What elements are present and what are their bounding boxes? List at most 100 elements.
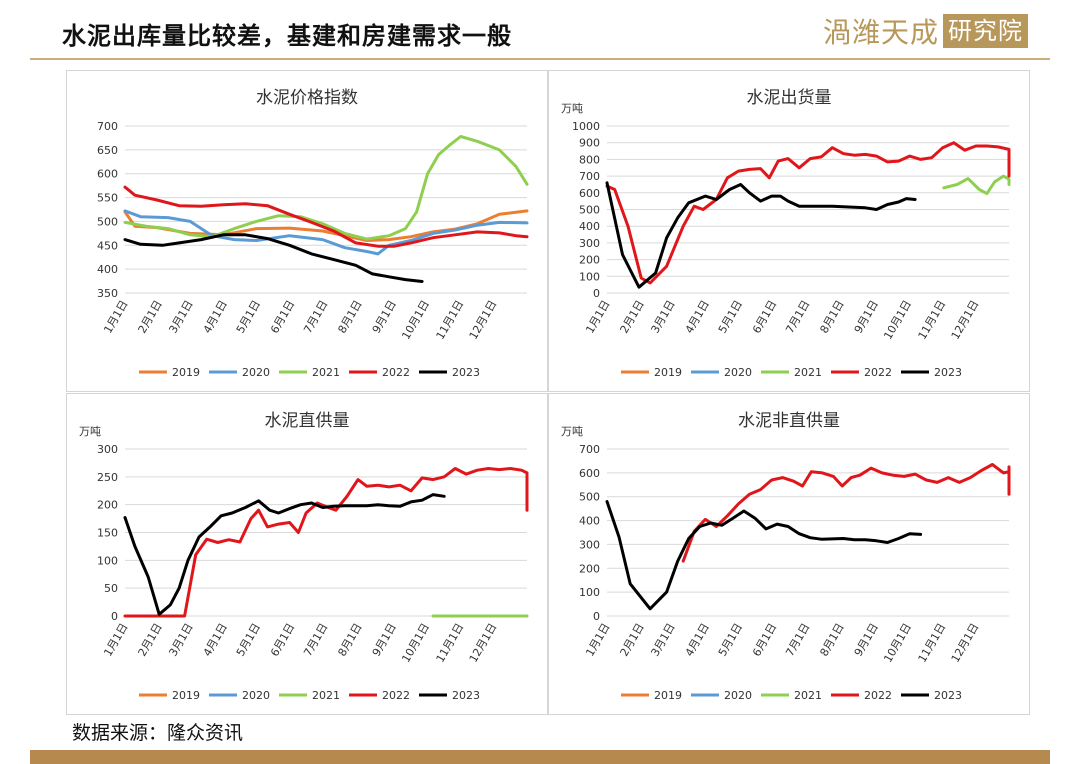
y-tick-label: 500	[579, 491, 600, 504]
x-tick-label: 12月1日	[467, 298, 500, 342]
chart-price-index: 水泥价格指数 350 400 450 500 550 600 650 700 1月1日 2月1日 3月…	[97, 88, 529, 379]
footer-bar	[30, 750, 1050, 764]
y-tick-label: 200	[579, 562, 600, 575]
y-tick-label: 350	[97, 287, 118, 300]
y-axis-unit: 万吨	[561, 102, 583, 115]
x-tick-label: 2月1日	[136, 298, 165, 336]
y-tick-label: 450	[97, 239, 118, 252]
y-tick-label: 500	[97, 215, 118, 228]
y-tick-label: 400	[97, 263, 118, 276]
x-tick-label: 5月1日	[234, 298, 263, 336]
x-tick-label: 1月1日	[101, 621, 130, 659]
x-tick-label: 1月1日	[583, 298, 612, 336]
x-tick-label: 7月1日	[301, 298, 330, 336]
x-tick-label: 10月1日	[399, 621, 432, 665]
chart-panel-indirect-supply: 水泥非直供量 万吨 0 100 200 300 400 500 600 700 1月1日 2月1日 3月…	[548, 393, 1030, 715]
logo-text: 渦潍天成	[822, 16, 939, 49]
series-line-2022	[605, 141, 1011, 285]
x-tick-label: 9月1日	[852, 621, 881, 659]
y-tick-label: 800	[579, 153, 600, 166]
legend-label-2023: 2023	[452, 689, 480, 702]
legend-label-2019: 2019	[172, 366, 200, 379]
chart-title: 水泥非直供量	[738, 411, 840, 431]
x-tick-label: 11月1日	[916, 621, 949, 665]
x-tick-label: 11月1日	[916, 298, 949, 342]
chart-title: 水泥价格指数	[256, 88, 358, 108]
y-tick-label: 50	[104, 582, 118, 595]
series-line-2023	[605, 500, 923, 611]
logo-box: 研究院	[943, 14, 1028, 48]
x-tick-label: 10月1日	[881, 298, 914, 342]
series-line-2023	[123, 493, 446, 616]
y-tick-label: 700	[579, 170, 600, 183]
x-tick-label: 8月1日	[817, 298, 846, 336]
series-line-2022	[681, 463, 1011, 563]
y-tick-label: 0	[111, 610, 118, 623]
y-tick-label: 300	[97, 443, 118, 456]
chart-panel-price-index: 水泥价格指数 350 400 450 500 550 600 650 700 1月1日 2月1日 3月…	[66, 70, 548, 392]
y-tick-label: 200	[97, 499, 118, 512]
x-tick-label: 12月1日	[467, 621, 500, 665]
data-source: 数据来源：隆众资讯	[72, 722, 244, 744]
chart-title: 水泥出货量	[747, 88, 832, 108]
x-tick-label: 6月1日	[268, 621, 297, 659]
y-tick-label: 100	[97, 554, 118, 567]
y-tick-label: 300	[579, 538, 600, 551]
y-tick-label: 100	[579, 270, 600, 283]
series-line-2022	[123, 185, 529, 248]
y-tick-label: 250	[97, 471, 118, 484]
legend-label-2020: 2020	[724, 689, 752, 702]
legend-label-2022: 2022	[382, 689, 410, 702]
y-axis-unit: 万吨	[561, 425, 583, 438]
legend-label-2023: 2023	[452, 366, 480, 379]
legend-label-2019: 2019	[172, 689, 200, 702]
y-tick-label: 700	[97, 120, 118, 133]
y-tick-label: 550	[97, 192, 118, 205]
series-line-2022	[123, 467, 529, 618]
x-tick-label: 2月1日	[618, 621, 647, 659]
x-tick-label: 4月1日	[201, 621, 230, 659]
legend-label-2021: 2021	[312, 689, 340, 702]
series-line-2023	[123, 233, 424, 283]
legend-label-2022: 2022	[864, 366, 892, 379]
y-tick-label: 600	[579, 467, 600, 480]
x-tick-label: 4月1日	[683, 621, 712, 659]
y-tick-label: 200	[579, 254, 600, 267]
legend-label-2020: 2020	[724, 366, 752, 379]
x-tick-label: 11月1日	[434, 621, 467, 665]
x-tick-label: 2月1日	[618, 298, 647, 336]
x-tick-label: 8月1日	[335, 298, 364, 336]
y-tick-label: 300	[579, 237, 600, 250]
x-tick-label: 1月1日	[101, 298, 130, 336]
series-line-2020	[123, 209, 529, 256]
x-tick-label: 8月1日	[335, 621, 364, 659]
x-tick-label: 3月1日	[648, 298, 677, 336]
x-tick-label: 12月1日	[949, 621, 982, 665]
legend-label-2023: 2023	[934, 689, 962, 702]
legend-label-2022: 2022	[864, 689, 892, 702]
y-tick-label: 400	[579, 220, 600, 233]
y-tick-label: 600	[97, 168, 118, 181]
x-tick-label: 5月1日	[716, 298, 745, 336]
x-tick-label: 6月1日	[750, 298, 779, 336]
y-tick-label: 1000	[572, 120, 600, 133]
x-tick-label: 12月1日	[949, 298, 982, 342]
x-tick-label: 7月1日	[783, 298, 812, 336]
legend-label-2022: 2022	[382, 366, 410, 379]
y-tick-label: 150	[97, 527, 118, 540]
x-tick-label: 9月1日	[370, 298, 399, 336]
page-title: 水泥出库量比较差，基建和房建需求一般	[62, 21, 512, 50]
x-tick-label: 11月1日	[434, 298, 467, 342]
y-tick-label: 650	[97, 144, 118, 157]
legend-label-2021: 2021	[794, 366, 822, 379]
legend-label-2023: 2023	[934, 366, 962, 379]
series-line-2021	[123, 135, 529, 241]
series-line-2021	[942, 174, 1011, 196]
y-tick-label: 600	[579, 187, 600, 200]
x-tick-label: 7月1日	[301, 621, 330, 659]
x-tick-label: 1月1日	[583, 621, 612, 659]
x-tick-label: 2月1日	[136, 621, 165, 659]
